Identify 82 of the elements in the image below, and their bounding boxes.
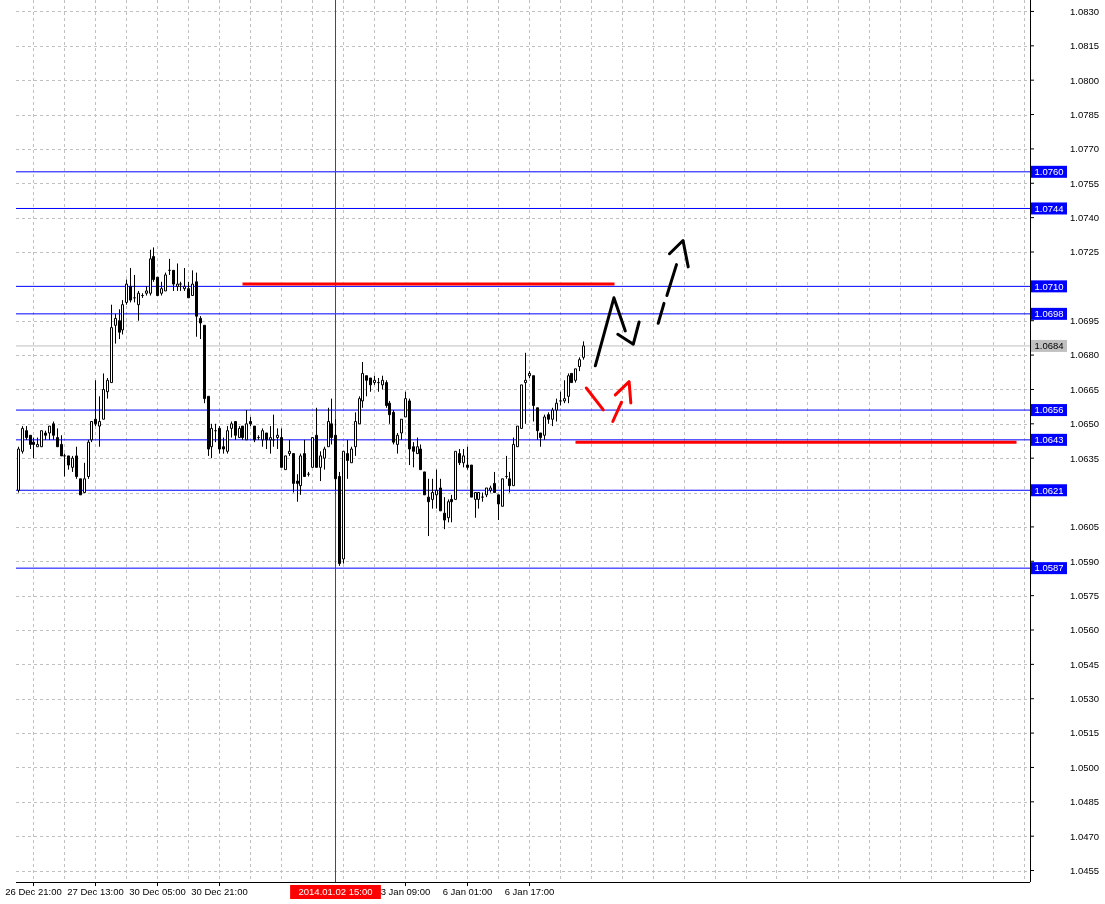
candlestick — [32, 437, 35, 459]
candlestick — [261, 427, 264, 448]
ref-line-label: 1.0656 — [1034, 404, 1064, 416]
candlestick — [230, 421, 233, 439]
y-tick-label: 1.0545 — [1070, 658, 1100, 670]
candlestick — [218, 425, 221, 455]
y-tick-label: 1.0470 — [1070, 830, 1100, 842]
candlestick — [400, 418, 403, 441]
candlestick — [52, 421, 55, 441]
candlestick — [199, 315, 202, 340]
ref-line-label: 1.0587 — [1034, 562, 1064, 574]
candlestick — [195, 272, 198, 338]
y-tick-label: 1.0695 — [1070, 315, 1100, 327]
y-tick-label: 1.0740 — [1070, 211, 1100, 223]
y-tick-label: 1.0815 — [1070, 40, 1100, 52]
candlestick — [102, 372, 105, 420]
ref-line-label: 1.0698 — [1034, 308, 1064, 320]
ref-line-label: 1.0710 — [1034, 280, 1064, 292]
y-tick-label: 1.0665 — [1070, 383, 1100, 395]
candlestick — [253, 425, 256, 443]
candlestick — [75, 446, 78, 480]
ref-line-label: 1.0684 — [1034, 340, 1064, 352]
x-tick-label: 2014.01.02 15:00 — [298, 886, 373, 898]
ref-line-label: 1.0621 — [1034, 484, 1064, 496]
candlestick — [369, 377, 372, 393]
ref-line-label: 1.0744 — [1034, 202, 1064, 214]
y-tick-label: 1.0635 — [1070, 452, 1100, 464]
y-tick-label: 1.0455 — [1070, 864, 1100, 876]
ref-line-label: 1.0643 — [1034, 434, 1064, 446]
candlestick — [485, 487, 488, 498]
candlestick — [493, 471, 496, 494]
y-tick-label: 1.0605 — [1070, 521, 1100, 533]
y-tick-label: 1.0530 — [1070, 693, 1100, 705]
candlestick — [462, 448, 465, 468]
candlestick — [574, 368, 577, 384]
x-tick-label: 27 Dec 13:00 — [67, 886, 124, 898]
y-tick-label: 1.0575 — [1070, 589, 1100, 601]
candlestick — [114, 313, 117, 345]
y-tick-label: 1.0755 — [1070, 177, 1100, 189]
candlestick — [238, 425, 241, 439]
y-tick-label: 1.0770 — [1070, 143, 1100, 155]
candlestick — [226, 425, 229, 455]
x-tick-label: 3 Jan 09:00 — [380, 886, 431, 898]
candlestick — [48, 425, 51, 441]
candlestick — [567, 372, 570, 404]
y-tick-label: 1.0500 — [1070, 761, 1100, 773]
ref-line-label: 1.0760 — [1034, 166, 1064, 178]
candlestick — [83, 462, 86, 494]
candlestick — [555, 398, 558, 423]
y-tick-label: 1.0485 — [1070, 796, 1100, 808]
candlestick — [423, 471, 426, 496]
x-tick-label: 30 Dec 21:00 — [191, 886, 248, 898]
y-tick-label: 1.0785 — [1070, 108, 1100, 120]
candlestick — [578, 356, 581, 372]
candlestick — [280, 427, 283, 468]
candlestick — [176, 262, 179, 292]
y-tick-label: 1.0515 — [1070, 727, 1100, 739]
candlestick — [234, 421, 237, 441]
x-tick-label: 26 Dec 21:00 — [5, 886, 62, 898]
candlestick — [563, 379, 566, 404]
candlestick — [532, 375, 535, 423]
candlestick — [427, 478, 430, 537]
x-tick-label: 30 Dec 05:00 — [129, 886, 186, 898]
y-tick-label: 1.0560 — [1070, 624, 1100, 636]
candlestick — [524, 352, 527, 425]
y-tick-label: 1.0680 — [1070, 349, 1100, 361]
x-tick-label: 6 Jan 01:00 — [442, 886, 493, 898]
candlestick — [164, 272, 167, 292]
candlestick — [40, 430, 43, 448]
x-tick-label: 6 Jan 17:00 — [504, 886, 555, 898]
y-tick-label: 1.0830 — [1070, 5, 1100, 17]
candlestick — [435, 469, 438, 510]
candlestick — [149, 249, 152, 297]
y-tick-label: 1.0725 — [1070, 246, 1100, 258]
y-tick-label: 1.0590 — [1070, 555, 1100, 567]
candlestick — [582, 340, 585, 361]
y-tick-label: 1.0650 — [1070, 418, 1100, 430]
candlestick — [245, 409, 248, 441]
y-tick-label: 1.0800 — [1070, 74, 1100, 86]
candlestick — [129, 267, 132, 303]
candlestick — [443, 496, 446, 530]
candlestick — [121, 299, 124, 335]
